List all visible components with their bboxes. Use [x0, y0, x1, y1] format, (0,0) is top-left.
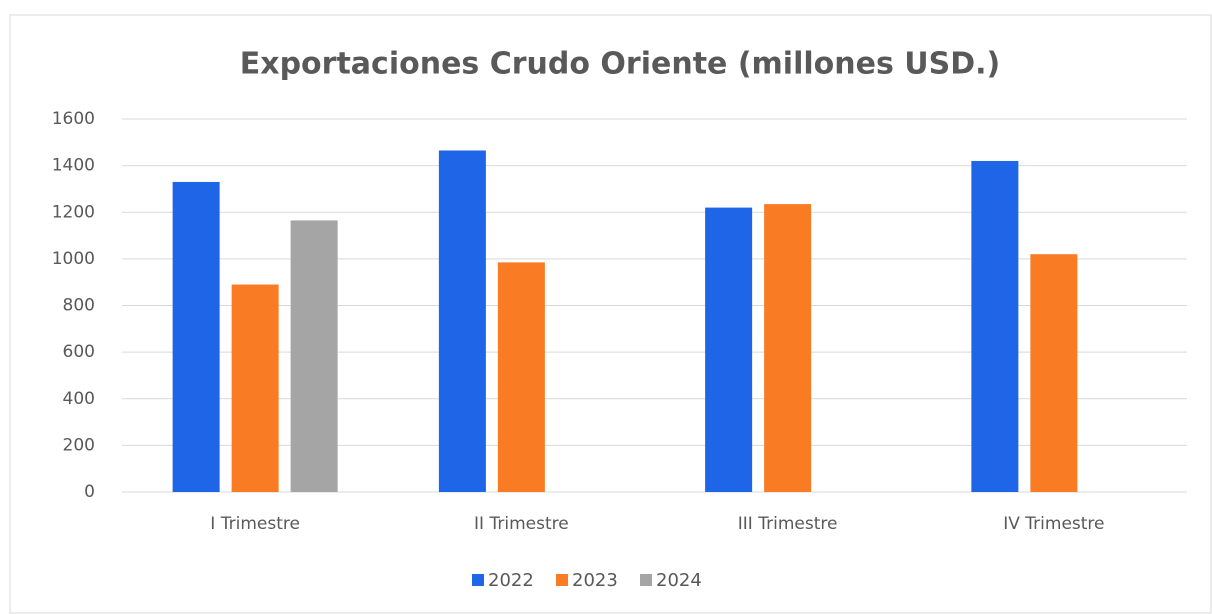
legend-label: 2024: [656, 570, 702, 591]
y-tick-label: 0: [84, 482, 95, 502]
legend-label: 2023: [572, 570, 618, 591]
y-tick-label: 1400: [52, 156, 95, 176]
legend-swatch: [556, 574, 568, 586]
bar: [231, 284, 279, 492]
legend-swatch: [472, 574, 484, 586]
y-tick-label: 400: [63, 389, 95, 409]
y-tick-label: 1000: [52, 249, 95, 269]
x-tick-label: I Trimestre: [210, 514, 300, 534]
chart-title: Exportaciones Crudo Oriente (millones US…: [240, 47, 1001, 82]
y-tick-label: 800: [63, 296, 95, 316]
bar: [172, 181, 220, 492]
y-tick-label: 600: [63, 342, 95, 362]
legend-label: 2022: [488, 570, 534, 591]
y-tick-label: 1200: [52, 202, 95, 222]
bar: [497, 262, 545, 492]
bar: [290, 220, 338, 493]
x-tick-label: IV Trimestre: [1003, 514, 1104, 534]
bar: [1030, 254, 1078, 492]
legend-swatch: [640, 574, 652, 586]
bar: [764, 204, 812, 492]
y-tick-label: 200: [63, 435, 95, 455]
bar: [971, 160, 1019, 492]
y-tick-label: 1600: [52, 109, 95, 129]
x-tick-label: III Trimestre: [738, 514, 838, 534]
bar: [438, 150, 486, 493]
bar: [705, 207, 753, 492]
x-tick-label: II Trimestre: [474, 514, 569, 534]
